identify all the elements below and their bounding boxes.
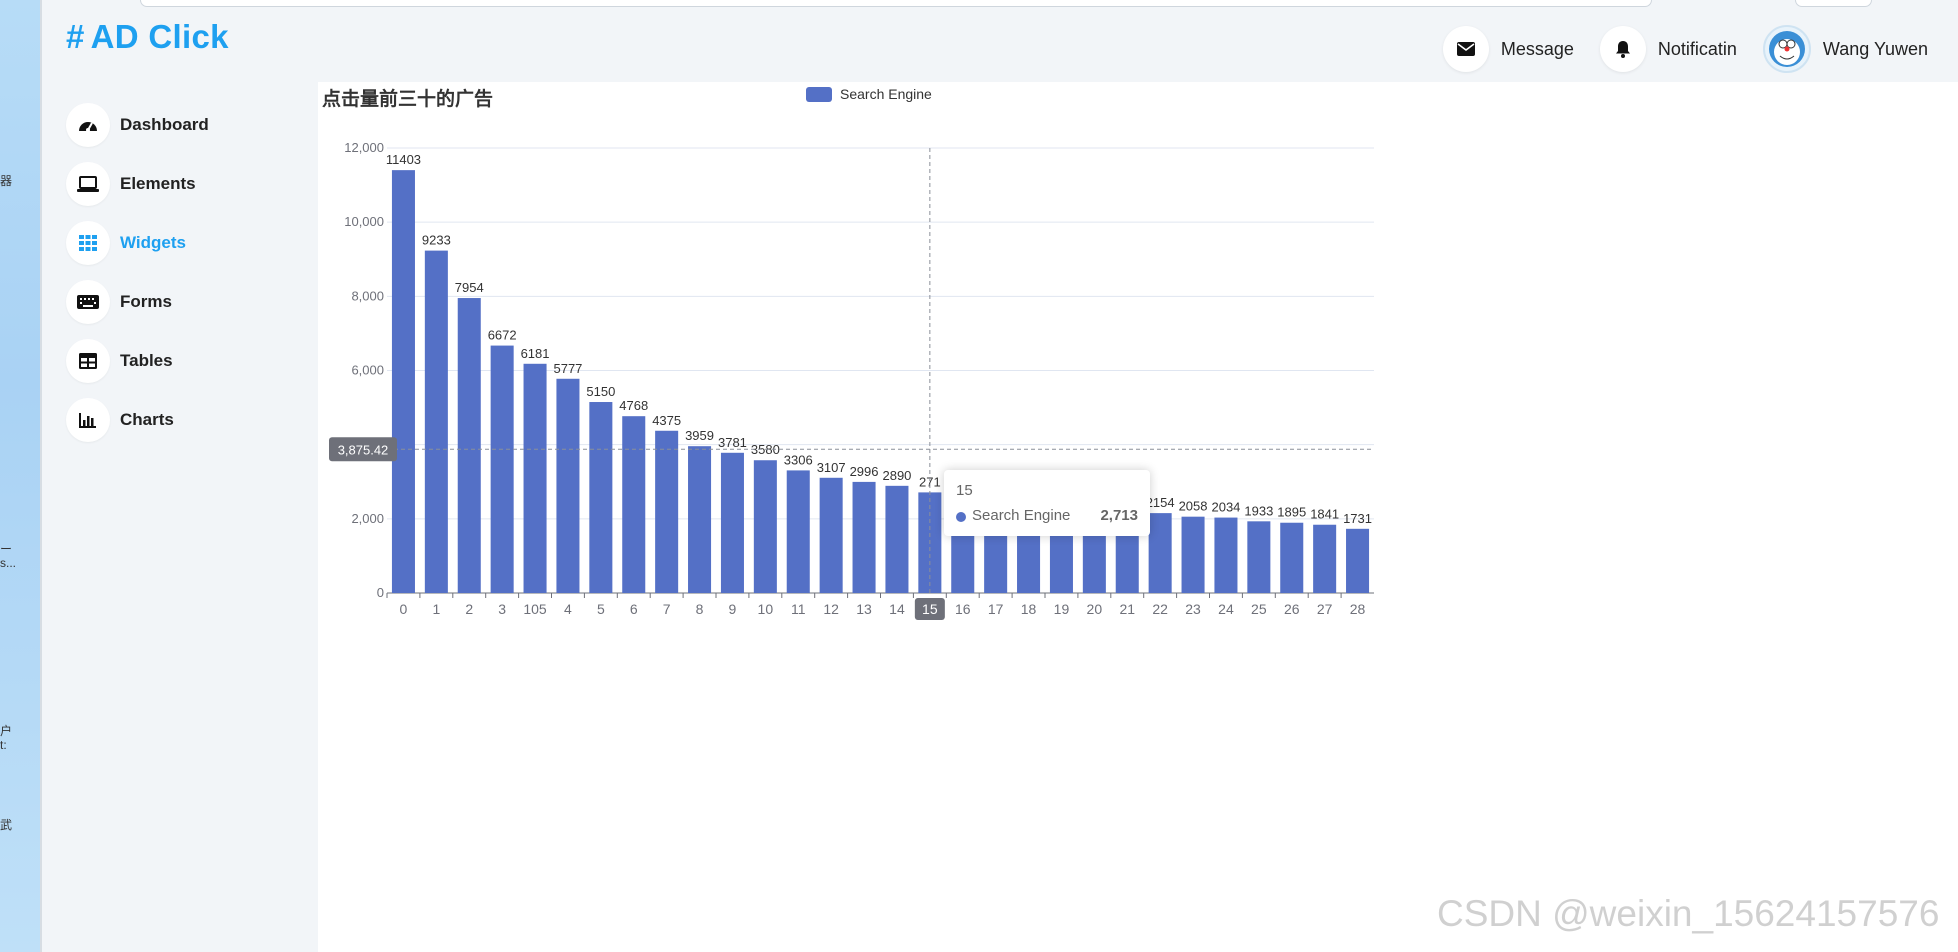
table-icon: [66, 339, 110, 383]
desktop-text-fragment: 器: [0, 174, 13, 188]
desktop-text-fragment: 武: [0, 818, 13, 832]
sidebar-item-label: Tables: [120, 351, 173, 370]
chart-legend-item[interactable]: Search Engine: [806, 86, 932, 102]
tooltip-series-dot: [956, 512, 966, 522]
bar-chart-icon: [66, 398, 110, 442]
gauge-icon: [66, 103, 110, 147]
sidebar-item-forms[interactable]: Forms: [66, 279, 209, 325]
sidebar-item-tables[interactable]: Tables: [66, 338, 209, 384]
bell-icon: [1599, 26, 1646, 72]
sidebar-item-label: Charts: [120, 410, 174, 429]
user-menu[interactable]: Wang Yuwen: [1762, 25, 1928, 73]
tooltip-value: 2,713: [1100, 507, 1138, 524]
sidebar-item-label: Dashboard: [120, 115, 209, 134]
grid-icon: [66, 221, 110, 265]
user-name: Wang Yuwen: [1822, 38, 1928, 59]
hash-icon: #: [66, 18, 85, 55]
sidebar-item-dashboard[interactable]: Dashboard: [66, 102, 209, 148]
desktop-text-fragment: 户: [0, 724, 13, 738]
keyboard-icon: [66, 280, 110, 324]
brand-logo[interactable]: # AD Click: [66, 18, 229, 56]
top-search-bar-edge[interactable]: [140, 0, 1652, 7]
envelope-icon: [1442, 26, 1489, 72]
desktop-text-fragment: t:: [0, 738, 7, 752]
desktop-text-fragment: ー: [0, 542, 13, 556]
user-avatar: [1762, 25, 1811, 73]
desktop-background-strip: 器 ー s... 户 t: 武: [0, 0, 40, 952]
chart-title: 点击量前三十的广告: [322, 89, 494, 110]
sidebar-item-elements[interactable]: Elements: [66, 161, 209, 207]
brand-name: AD Click: [90, 18, 229, 55]
legend-label: Search Engine: [840, 86, 932, 102]
watermark: CSDN @weixin_15624157576: [1437, 893, 1940, 934]
legend-swatch: [806, 86, 832, 102]
sidebar-item-label: Widgets: [120, 233, 186, 252]
laptop-icon: [66, 162, 110, 206]
desktop-text-fragment: s...: [0, 556, 17, 570]
top-button-edge[interactable]: [1795, 0, 1872, 7]
sidebar-item-charts[interactable]: Charts: [66, 397, 209, 443]
window-left-border: [40, 0, 42, 952]
sidebar-item-label: Elements: [120, 174, 196, 193]
chart-tooltip: 15 Search Engine 2,713: [944, 470, 1150, 536]
header-actions: Message Notificatin Wang Yuwen: [1417, 25, 1928, 73]
sidebar-item-label: Forms: [120, 292, 172, 311]
notification-label: Notificatin: [1657, 38, 1737, 59]
notification-button[interactable]: Notificatin: [1599, 26, 1737, 72]
sidebar-nav: Dashboard Elements Widgets Forms Tables: [66, 102, 209, 456]
message-button[interactable]: Message: [1442, 26, 1574, 72]
message-label: Message: [1500, 38, 1574, 59]
tooltip-series-name: Search Engine: [972, 507, 1071, 524]
tooltip-title: 15: [956, 482, 973, 499]
sidebar-item-widgets[interactable]: Widgets: [66, 220, 209, 266]
